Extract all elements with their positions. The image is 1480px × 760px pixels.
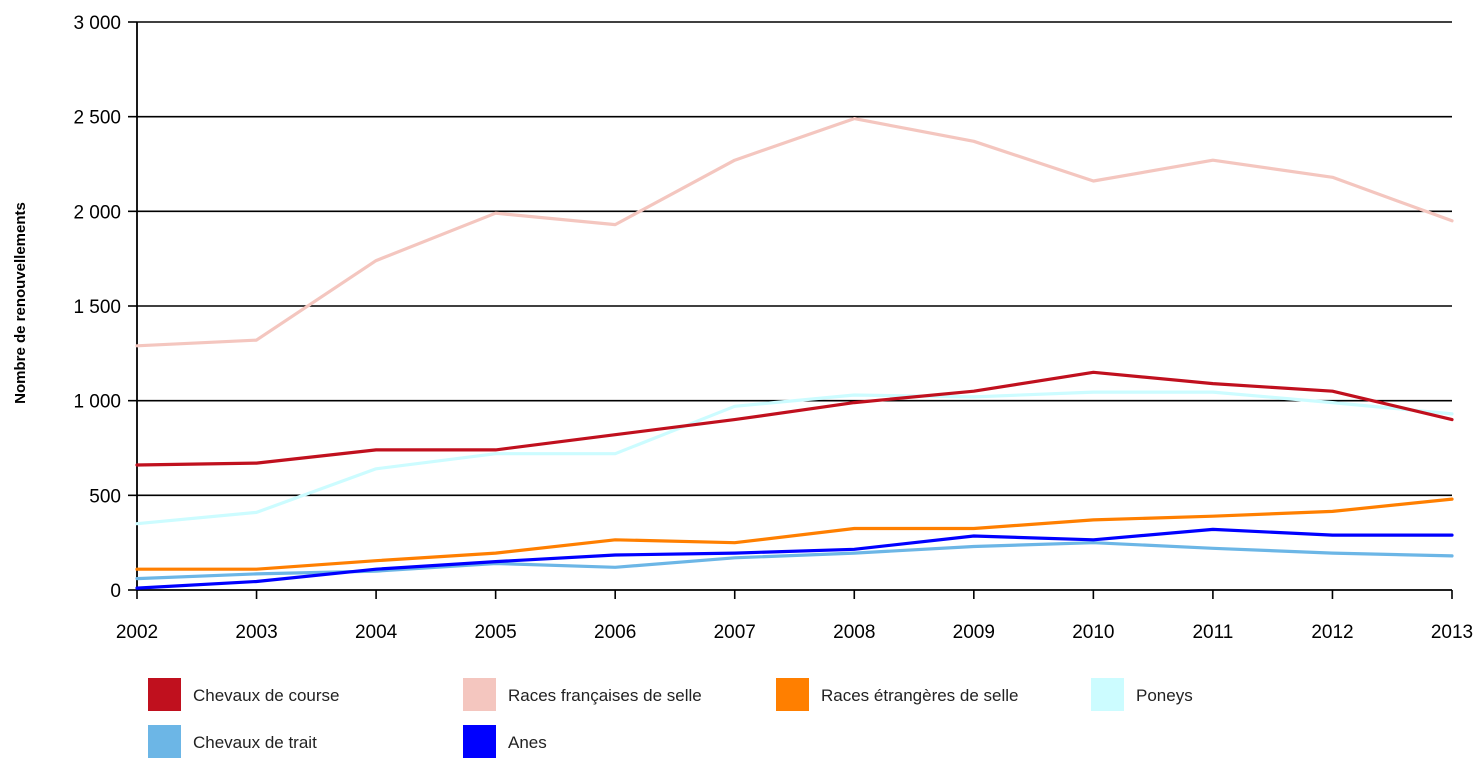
legend-swatch bbox=[463, 725, 496, 758]
legend-swatch bbox=[148, 678, 181, 711]
x-tick-label: 2002 bbox=[116, 622, 158, 643]
y-tick-labels: 0 500 1 000 1 500 2 000 2 500 3 000 bbox=[73, 13, 137, 602]
legend-label: Chevaux de course bbox=[193, 686, 339, 705]
x-tick-label: 2005 bbox=[474, 622, 516, 643]
legend: Chevaux de course Races françaises de sel… bbox=[148, 678, 1193, 758]
series-line-2 bbox=[135, 497, 1454, 571]
legend-label: Chevaux de trait bbox=[193, 733, 317, 752]
series-lines bbox=[135, 116, 1454, 590]
x-tick-labels: 2002 2003 2004 2005 2006 2007 2008 2009 2010 2011… bbox=[116, 590, 1473, 643]
x-tick-label: 2007 bbox=[714, 622, 756, 643]
y-tick-label: 0 bbox=[110, 581, 121, 602]
x-tick-label: 2008 bbox=[833, 622, 875, 643]
legend-label: Anes bbox=[508, 733, 547, 752]
gridlines bbox=[137, 21, 1452, 497]
series-line-1 bbox=[135, 116, 1454, 348]
legend-label: Races étrangères de selle bbox=[821, 686, 1019, 705]
x-tick-label: 2004 bbox=[355, 622, 398, 643]
legend-swatch bbox=[148, 725, 181, 758]
x-tick-label: 2012 bbox=[1311, 622, 1353, 643]
legend-label: Races françaises de selle bbox=[508, 686, 702, 705]
legend-swatch bbox=[776, 678, 809, 711]
y-tick-label: 500 bbox=[89, 486, 121, 507]
axes bbox=[136, 22, 1452, 591]
y-tick-label: 1 500 bbox=[73, 297, 121, 318]
x-tick-label: 2003 bbox=[235, 622, 277, 643]
y-tick-label: 2 500 bbox=[73, 108, 121, 129]
legend-swatch bbox=[463, 678, 496, 711]
legend-swatch bbox=[1091, 678, 1124, 711]
y-tick-label: 1 000 bbox=[73, 392, 121, 413]
x-tick-label: 2010 bbox=[1072, 622, 1114, 643]
y-axis-label: Nombre de renouvellements bbox=[12, 202, 29, 404]
y-tick-label: 3 000 bbox=[73, 13, 121, 34]
series-line-0 bbox=[135, 370, 1454, 467]
legend-label: Poneys bbox=[1136, 686, 1193, 705]
series-line-3 bbox=[135, 390, 1454, 526]
x-tick-label: 2011 bbox=[1192, 622, 1233, 643]
x-tick-label: 2013 bbox=[1431, 622, 1473, 643]
x-tick-label: 2006 bbox=[594, 622, 636, 643]
y-tick-label: 2 000 bbox=[73, 202, 121, 223]
x-tick-label: 2009 bbox=[953, 622, 995, 643]
series-line-5 bbox=[135, 527, 1454, 590]
